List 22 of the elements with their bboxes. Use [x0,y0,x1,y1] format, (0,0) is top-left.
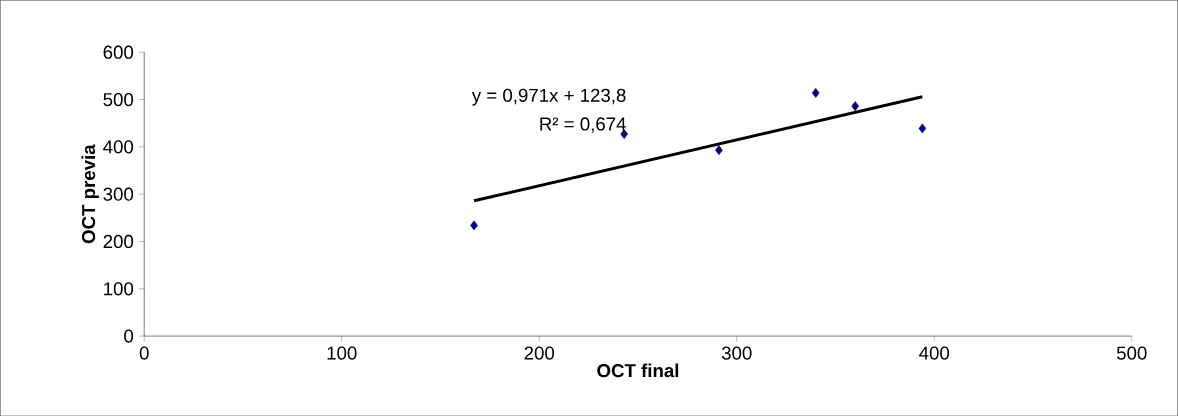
x-tick-label: 100 [327,346,357,360]
x-axis-title: OCT final [597,363,679,378]
point [715,145,723,155]
annotation: R² = 0,674 [540,117,626,133]
x-tick-label: 0 [139,346,149,360]
y-tick-label: 100 [104,282,134,296]
y-tick-label: 300 [103,187,134,201]
y-axis-title: OCT previa [81,144,99,244]
annotation: y = 0,971x + 123,8 [471,88,626,106]
y-tick-label: 200 [103,234,134,248]
x-tick-label: 400 [919,346,950,360]
x-tick-label: 300 [721,346,752,360]
x-tick-label: 500 [1116,346,1147,360]
point [811,87,820,98]
y-tick-label: 400 [103,140,134,154]
point [470,220,478,231]
y-tick-label: 500 [103,92,134,106]
y-tick-label: 600 [103,45,134,59]
y-tick-label: 0 [124,329,134,343]
point [851,101,860,111]
x-tick-label: 200 [524,346,555,360]
point [918,123,927,134]
